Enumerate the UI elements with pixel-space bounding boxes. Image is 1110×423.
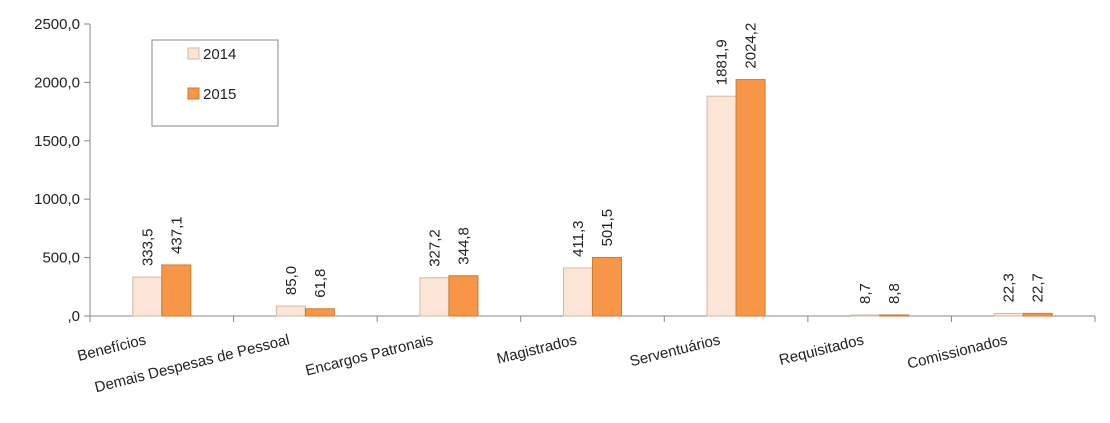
data-label-bg: [1027, 265, 1048, 306]
legend-label: 2014: [203, 46, 236, 63]
bar-2014: [706, 95, 737, 317]
bar-2014: [419, 277, 450, 317]
data-label: 85,0: [283, 266, 300, 295]
data-label: 1881,9: [714, 39, 731, 85]
data-label-bg: [453, 219, 474, 268]
bar-2014: [993, 312, 1024, 317]
bar-2015: [735, 79, 766, 317]
bar-2015: [304, 308, 335, 317]
data-label-bg: [855, 275, 876, 307]
data-label: 22,3: [1001, 273, 1018, 302]
data-label: 501,5: [599, 209, 616, 247]
data-label: 8,7: [857, 283, 874, 304]
bar-2015: [161, 264, 192, 317]
data-label: 344,8: [455, 227, 472, 265]
data-label: 22,7: [1030, 273, 1047, 302]
bar-2014: [132, 276, 163, 317]
y-tick-label: ,0: [67, 308, 80, 325]
y-tick-label: 2000,0: [34, 74, 80, 91]
data-label: 437,1: [168, 216, 185, 254]
bar-2015: [879, 314, 910, 317]
bar-2014: [563, 267, 593, 317]
bar-2014: [850, 314, 881, 317]
x-tick-label: Encargos Patronais: [304, 331, 435, 379]
data-label-bg: [137, 220, 158, 270]
y-tick-label: 500,0: [42, 250, 80, 267]
data-label: 2024,2: [743, 23, 760, 69]
data-label: 327,2: [426, 229, 443, 267]
bar-2015: [448, 275, 479, 317]
data-label-bg: [309, 260, 330, 301]
legend-swatch-2014: [187, 47, 200, 60]
legend-label: 2015: [203, 86, 236, 103]
bar-2015: [1022, 312, 1053, 317]
data-label-bg: [998, 265, 1019, 306]
bar-2014: [275, 305, 306, 317]
data-label-bg: [884, 275, 905, 307]
y-tick-label: 1000,0: [34, 191, 80, 208]
data-label-bg: [740, 14, 761, 72]
data-label-bg: [280, 258, 301, 299]
data-label: 61,8: [312, 269, 329, 298]
x-tick-label: Benefícios: [76, 331, 148, 364]
data-label-bg: [424, 221, 445, 270]
chart-data-labels: 333,5 85,0 327,2 411,3 1881,9 8,7 22,3 437,1 61,…: [137, 14, 1048, 307]
data-label-bg: [568, 211, 588, 260]
data-label-bg: [166, 208, 187, 257]
x-tick-label: Magistrados: [495, 331, 578, 367]
data-label-bg: [597, 200, 617, 250]
y-tick-label: 1500,0: [34, 133, 80, 150]
data-label: 8,8: [886, 283, 903, 304]
x-tick-label: Serventuários: [628, 331, 722, 370]
chart-bars: [132, 79, 1053, 317]
y-tick-label: 2500,0: [34, 16, 80, 33]
data-label: 333,5: [139, 229, 156, 267]
x-tick-label: Requisitados: [777, 331, 865, 368]
chart-legend: 2014 2015: [151, 39, 279, 127]
data-label-bg: [711, 31, 732, 89]
legend-swatch-2015: [187, 87, 200, 100]
bar-2015: [592, 256, 622, 317]
data-label: 411,3: [570, 221, 587, 257]
x-tick-label: Comissionados: [906, 331, 1010, 372]
legend-box: [151, 39, 279, 127]
